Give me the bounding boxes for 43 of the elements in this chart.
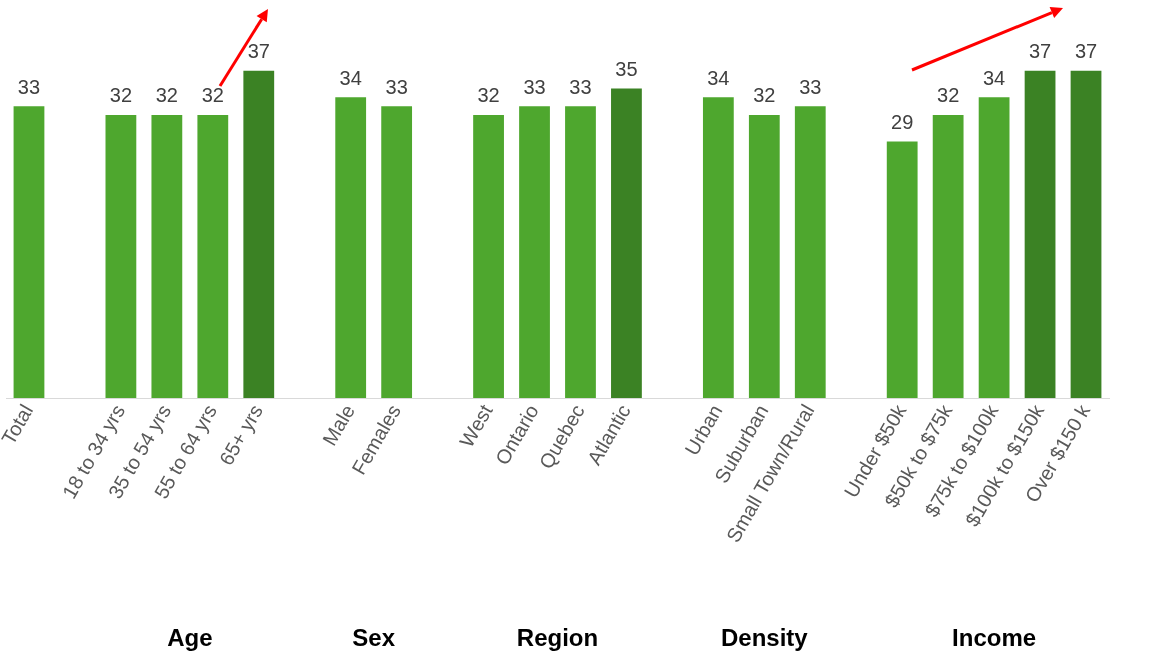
data-label: 32 — [155, 84, 178, 107]
data-label: 33 — [17, 75, 41, 98]
bar — [794, 106, 826, 398]
data-label: 33 — [385, 75, 408, 98]
text: Density — [720, 624, 808, 652]
bar — [197, 114, 229, 398]
data-label: 33 — [799, 75, 822, 98]
bar — [519, 106, 550, 398]
bar — [151, 114, 183, 398]
data-label: 32 — [937, 84, 960, 107]
bar — [1024, 70, 1056, 398]
data-label: 34 — [707, 66, 730, 89]
data-label: 33 — [569, 75, 592, 98]
data-label: 37 — [247, 40, 270, 63]
bar — [381, 106, 413, 398]
text: Income — [952, 624, 1037, 652]
bar — [565, 106, 596, 398]
bar — [702, 97, 734, 398]
bar — [978, 97, 1010, 398]
data-label: 32 — [109, 84, 133, 107]
bar — [611, 88, 642, 398]
bar — [1070, 70, 1102, 398]
data-label: 34 — [982, 66, 1006, 89]
text: Sex — [352, 624, 396, 652]
bar — [243, 70, 275, 398]
data-label: 33 — [523, 75, 546, 98]
bar — [932, 114, 964, 398]
data-label: 29 — [891, 111, 914, 134]
data-label: 32 — [753, 84, 776, 107]
data-label: 32 — [477, 84, 500, 107]
bar — [335, 97, 367, 398]
text: Region — [516, 624, 599, 652]
bar — [748, 114, 780, 398]
bar — [473, 114, 504, 398]
data-label: 37 — [1074, 40, 1098, 63]
bar — [886, 141, 918, 398]
data-label: 34 — [339, 66, 362, 89]
bar — [13, 106, 45, 398]
text: Age — [167, 624, 213, 652]
data-label: 35 — [615, 57, 638, 80]
data-label: 32 — [201, 84, 224, 107]
data-label: 37 — [1028, 40, 1052, 63]
bar — [105, 114, 137, 398]
